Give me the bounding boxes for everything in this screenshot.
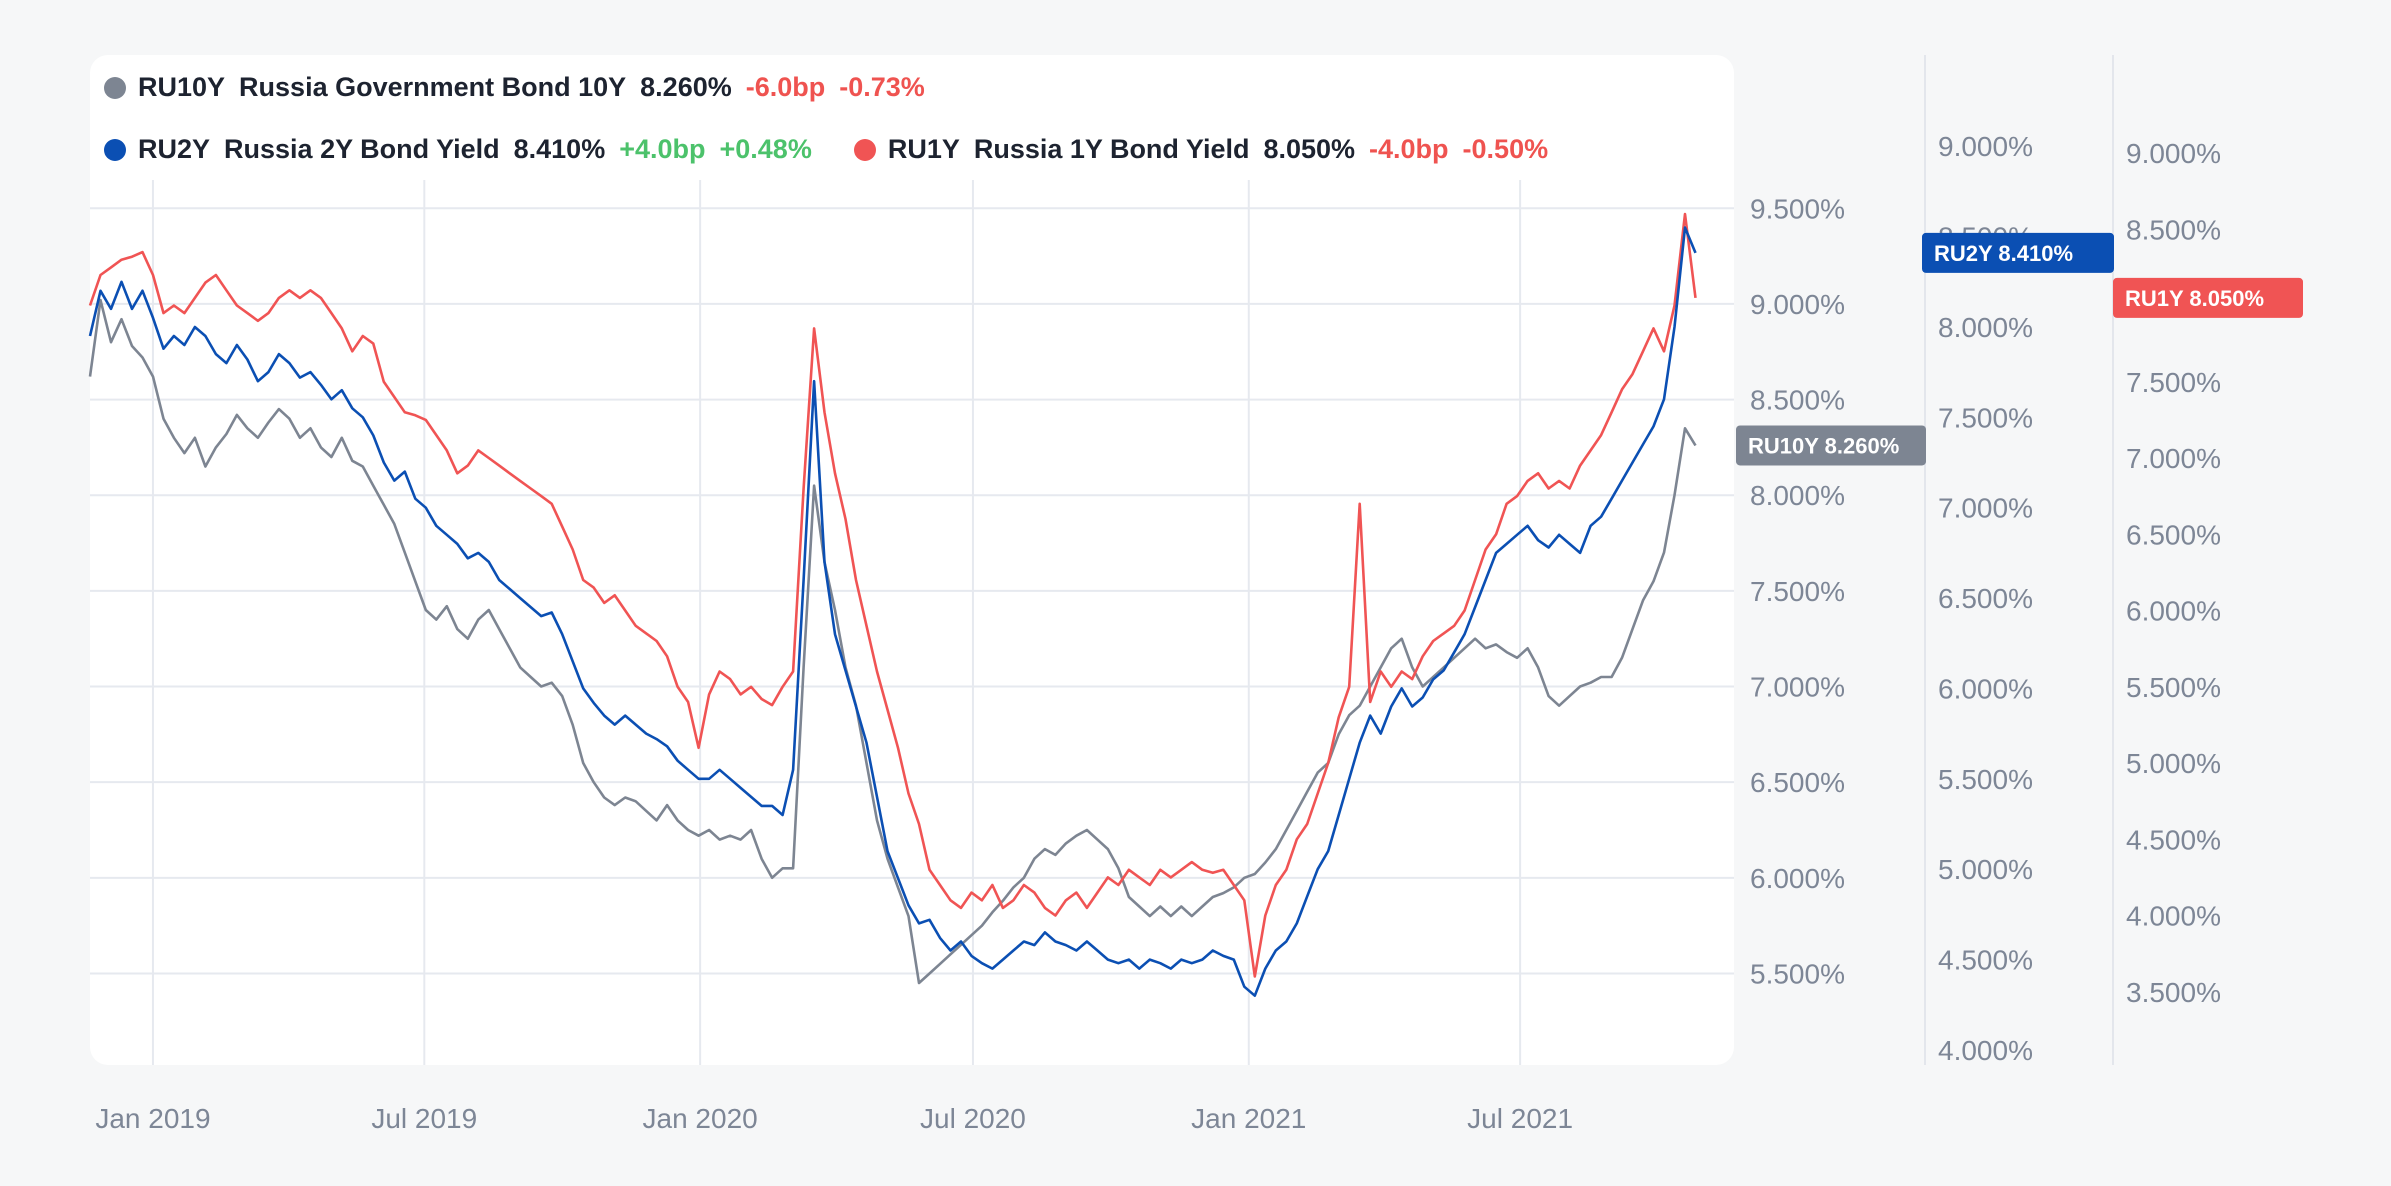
y-tick-label-ru1y: 6.000%: [2126, 596, 2221, 627]
legend-value: 8.260%: [640, 72, 732, 102]
tag-ru1y: [2113, 277, 2303, 318]
legend-change-pct: -0.50%: [1462, 134, 1549, 164]
y-tick-label-ru1y: 5.500%: [2126, 672, 2221, 703]
legend-name: Russia Government Bond 10Y: [239, 72, 627, 102]
legend-value: 8.050%: [1263, 134, 1356, 164]
legend-item-ru10y[interactable]: RU10Y Russia Government Bond 10Y 8.260% …: [104, 72, 939, 103]
x-tick-label: Jul 2020: [920, 1103, 1026, 1134]
x-tick-label: Jan 2021: [1191, 1103, 1306, 1134]
y-tick-label-ru10y: 8.000%: [1750, 480, 1845, 511]
legend-change-bp: -6.0bp: [745, 72, 826, 102]
y-tick-label-ru2y: 6.000%: [1938, 673, 2033, 704]
series-layer: [88, 212, 1697, 997]
series-line-ru10y[interactable]: [88, 298, 1697, 985]
x-tick-label: Jul 2019: [371, 1103, 477, 1134]
y-tick-label-ru1y: 8.500%: [2126, 214, 2221, 245]
grid: [90, 180, 1734, 1065]
legend-row-2: RU2Y Russia 2Y Bond Yield 8.410% +4.0bp …: [104, 134, 1590, 165]
legend-dot-ru10y: [104, 76, 126, 99]
series-line-ru1y[interactable]: [88, 212, 1697, 978]
y-tick-label-ru2y: 4.500%: [1938, 945, 2033, 976]
legend-change-pct: +0.48%: [719, 134, 812, 164]
y-tick-label-ru2y: 8.000%: [1938, 312, 2033, 343]
y-tick-label-ru10y: 6.000%: [1750, 863, 1845, 894]
legend-item-ru1y[interactable]: RU1Y Russia 1Y Bond Yield 8.050% -4.0bp …: [853, 134, 1562, 165]
legend-name: Russia 2Y Bond Yield: [224, 134, 500, 164]
y-tick-label-ru1y: 7.000%: [2126, 443, 2221, 474]
tag-label-ru2y: RU2Y 8.410%: [1934, 241, 2073, 266]
legend-code: RU10Y: [138, 72, 226, 102]
legend-row-1: RU10Y Russia Government Bond 10Y 8.260% …: [104, 72, 967, 103]
plot-background: [90, 55, 1734, 1065]
y-tick-label-ru10y: 8.500%: [1750, 385, 1845, 416]
legend-name: Russia 1Y Bond Yield: [973, 134, 1250, 164]
legend-item-ru2y[interactable]: RU2Y Russia 2Y Bond Yield 8.410% +4.0bp …: [104, 134, 826, 165]
y-tick-label-ru2y: 7.500%: [1938, 402, 2033, 433]
axes: Jan 2019 Jul 2019 Jan 2020 Jul 2020 Jan 2021…: [95, 55, 2221, 1134]
y-tick-label-ru2y: 5.000%: [1938, 854, 2033, 885]
legend-dot-ru1y: [853, 138, 876, 161]
series-line-ru2y[interactable]: [88, 226, 1697, 997]
y-tick-label-ru10y: 9.500%: [1750, 193, 1845, 224]
y-tick-label-ru1y: 6.500%: [2126, 519, 2221, 550]
y-tick-label-ru10y: 9.000%: [1750, 289, 1845, 320]
y-tick-label-ru10y: 6.500%: [1750, 767, 1845, 798]
y-tick-label-ru2y: 9.000%: [1938, 131, 2033, 162]
y-tick-label-ru2y: 5.500%: [1938, 764, 2033, 795]
last-value-tags: RU10Y 8.260% RU2Y 8.410% RU1Y 8.050%: [1736, 232, 2303, 466]
legend-value: 8.410%: [513, 134, 606, 164]
tag-ru10y: [1736, 425, 1926, 466]
legend-change-bp: -4.0bp: [1369, 134, 1449, 164]
y-tick-label-ru2y: 4.000%: [1938, 1035, 2033, 1066]
x-tick-label: Jan 2020: [643, 1103, 758, 1134]
legend-change-pct: -0.73%: [839, 72, 925, 102]
legend-code: RU2Y: [138, 134, 211, 164]
y-tick-label-ru2y: 6.500%: [1938, 583, 2033, 614]
y-tick-label-ru1y: 3.500%: [2126, 977, 2221, 1008]
x-tick-label: Jul 2021: [1467, 1103, 1573, 1134]
y-tick-label-ru10y: 7.500%: [1750, 576, 1845, 607]
legend-change-bp: +4.0bp: [619, 134, 706, 164]
y-tick-label-ru1y: 5.000%: [2126, 748, 2221, 779]
y-tick-label-ru1y: 4.500%: [2126, 824, 2221, 855]
y-tick-label-ru10y: 7.000%: [1750, 672, 1845, 703]
y-tick-label-ru1y: 9.000%: [2126, 138, 2221, 169]
tag-label-ru10y: RU10Y 8.260%: [1748, 433, 1899, 458]
tag-ru2y: [1922, 232, 2114, 273]
legend-code: RU1Y: [887, 134, 960, 164]
tag-label-ru1y: RU1Y 8.050%: [2125, 286, 2264, 311]
y-tick-label-ru2y: 7.000%: [1938, 493, 2033, 524]
x-tick-label: Jan 2019: [95, 1103, 210, 1134]
legend-dot-ru2y: [104, 138, 126, 161]
y-tick-label-ru1y: 4.000%: [2126, 901, 2221, 932]
y-tick-label-ru10y: 5.500%: [1750, 958, 1845, 989]
y-tick-label-ru1y: 7.500%: [2126, 367, 2221, 398]
